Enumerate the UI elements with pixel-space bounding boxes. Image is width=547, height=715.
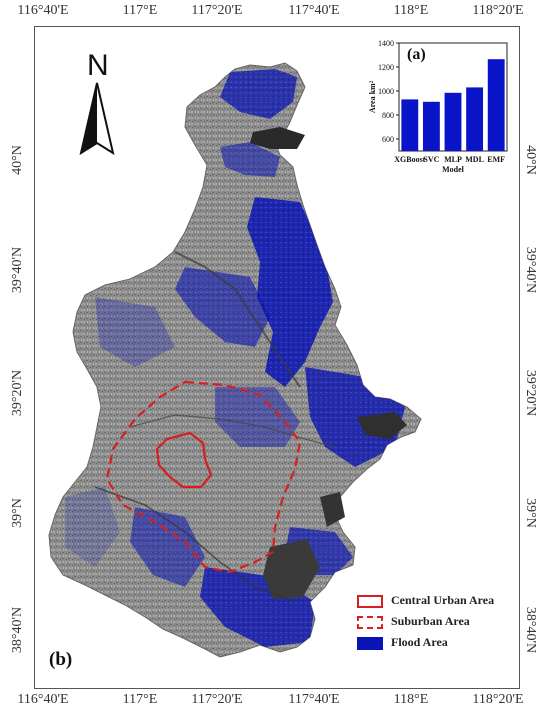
chart-title: (a) <box>407 46 426 63</box>
flood-patch <box>95 297 175 367</box>
lat-tick-label: 40°N <box>10 145 25 175</box>
lon-tick-label: 118°E <box>393 692 429 707</box>
map-panel-label: (b) <box>49 649 72 670</box>
legend-label: Flood Area <box>391 635 448 649</box>
lat-tick-label: 39°40'N <box>523 246 538 294</box>
flood-patch <box>175 267 270 347</box>
lat-tick-label: 39°N <box>523 498 538 528</box>
lon-tick-label: 118°20'E <box>472 3 524 18</box>
y-tick-label: 1400 <box>378 39 394 48</box>
lat-tick-label: 38°40'N <box>10 606 25 654</box>
legend-suburban: Suburban Area <box>357 612 517 633</box>
lon-tick-label: 117°E <box>122 692 158 707</box>
lon-tick-label: 117°20'E <box>191 692 243 707</box>
lat-tick-label: 39°N <box>10 498 25 528</box>
map-frame: N (b) 1400 1200 1000 800 600 Area km² XGBoost S… <box>34 26 520 689</box>
reservoir <box>250 127 305 149</box>
lat-tick-label: 40°N <box>523 145 538 175</box>
legend-central-urban: Central Urban Area <box>357 591 517 612</box>
legend-fill-swatch <box>357 637 383 650</box>
y-axis-label: Area km² <box>368 80 377 113</box>
road <box>94 486 296 603</box>
lon-tick-label: 117°40'E <box>288 692 340 707</box>
y-tick-label: 800 <box>382 111 394 120</box>
lat-tick-label: 39°20'N <box>10 369 25 417</box>
flood-map: N (b) <box>48 49 422 670</box>
water-body <box>357 412 407 439</box>
y-tick-label: 1000 <box>378 87 394 96</box>
inset-bar-chart: 1400 1200 1000 800 600 Area km² XGBoost SVC MLP M… <box>365 37 515 205</box>
y-tick-label: 600 <box>382 135 394 144</box>
flood-patch <box>220 69 297 119</box>
lon-tick-label: 118°20'E <box>472 692 524 707</box>
north-arrow: N <box>79 49 115 156</box>
flood-patch <box>65 487 120 567</box>
legend-flood: Flood Area <box>357 633 517 654</box>
bar <box>444 92 462 151</box>
lon-tick-label: 116°40'E <box>17 3 69 18</box>
x-tick-label: MLP <box>444 155 462 164</box>
y-tick-label: 1200 <box>378 63 394 72</box>
legend-outline-swatch <box>357 595 383 608</box>
x-tick-label: EMF <box>487 155 505 164</box>
water-bodies <box>250 127 407 599</box>
lat-tick-label: 39°40'N <box>10 246 25 294</box>
x-tick-label: MDL <box>465 155 484 164</box>
lon-tick-label: 117°20'E <box>191 3 243 18</box>
lat-tick-label: 39°20'N <box>523 369 538 417</box>
bar <box>422 101 440 151</box>
bar <box>466 87 484 151</box>
flood-patch <box>247 197 333 387</box>
suburban-area-boundary <box>105 380 302 574</box>
legend-label: Central Urban Area <box>391 593 495 607</box>
legend: Central Urban Area Suburban Area Flood A… <box>357 591 517 654</box>
x-extra-label: Model <box>442 165 465 174</box>
north-label: N <box>87 49 109 82</box>
x-tick-label: SVC <box>423 155 439 164</box>
lon-tick-label: 117°40'E <box>288 3 340 18</box>
lon-tick-label: 116°40'E <box>17 692 69 707</box>
flood-patch <box>220 142 280 177</box>
legend-dashed-swatch <box>357 616 383 629</box>
water-body <box>263 539 320 599</box>
central-urban-area-boundary <box>155 431 213 489</box>
bar <box>401 99 419 151</box>
lon-tick-label: 118°E <box>393 3 429 18</box>
water-body <box>320 492 345 527</box>
flood-patch <box>215 387 300 447</box>
flood-patch <box>130 507 205 587</box>
lon-tick-label: 117°E <box>122 3 158 18</box>
x-tick-label: XGBoost <box>394 155 425 164</box>
bar <box>487 59 505 152</box>
lat-tick-label: 38°40'N <box>523 606 538 654</box>
river <box>129 414 336 448</box>
legend-label: Suburban Area <box>391 614 470 628</box>
river <box>174 251 301 388</box>
